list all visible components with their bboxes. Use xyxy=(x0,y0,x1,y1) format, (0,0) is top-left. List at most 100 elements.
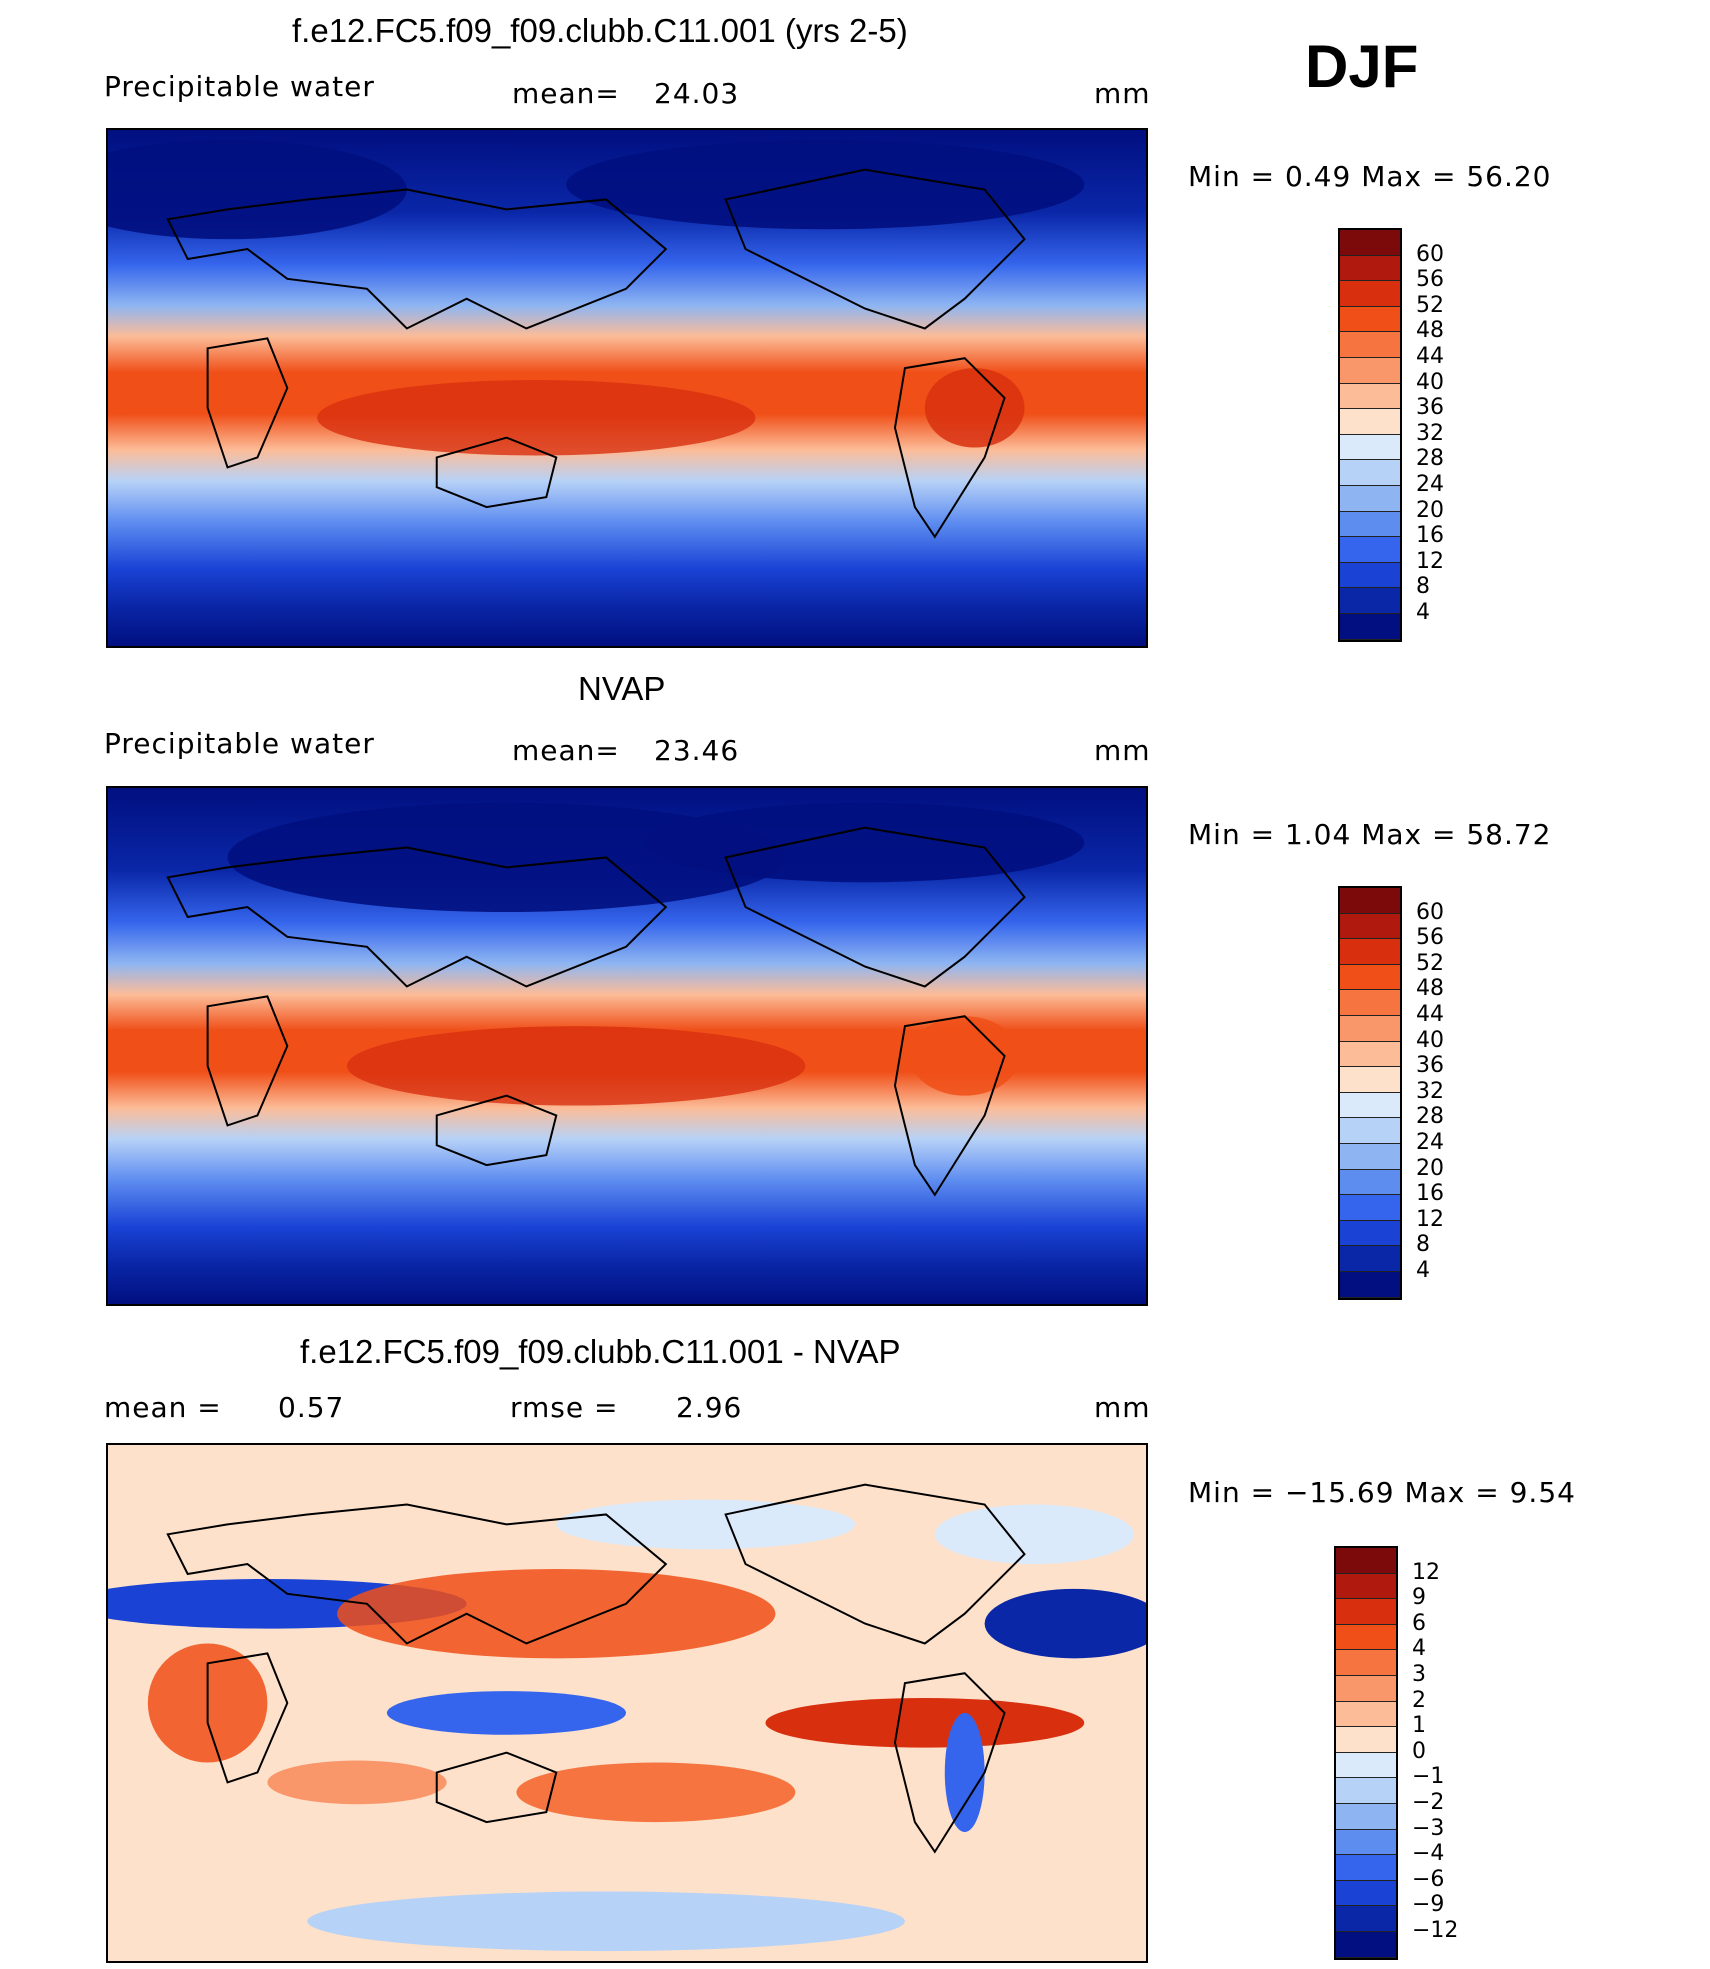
colorbar-tick-label: 12 xyxy=(1412,1559,1440,1585)
colorbar-swatch xyxy=(1340,1246,1400,1272)
colorbar-tick-label: 60 xyxy=(1416,241,1444,267)
colorbar-swatch xyxy=(1340,1015,1400,1042)
colorbar-swatch xyxy=(1340,409,1400,435)
colorbar-swatch xyxy=(1336,1803,1396,1830)
panel-1-map-svg xyxy=(108,130,1146,646)
colorbar-swatch xyxy=(1340,1220,1400,1247)
colorbar-swatch xyxy=(1340,964,1400,991)
panel-1-variable-label: Precipitable water xyxy=(104,70,375,103)
colorbar-tick-label: −12 xyxy=(1412,1918,1459,1943)
panel-2-title: NVAP xyxy=(578,670,666,707)
panel-3-map-svg xyxy=(108,1445,1146,1961)
colorbar-swatch xyxy=(1340,1195,1400,1221)
panel-3-colorbar xyxy=(1334,1546,1398,1960)
panel-2-mean-value: 23.46 xyxy=(654,734,740,767)
panel-3-title: f.e12.FC5.f09_f09.clubb.C11.001 - NVAP xyxy=(300,1333,901,1370)
colorbar-tick-label: 28 xyxy=(1416,446,1444,472)
colorbar-swatch xyxy=(1336,1701,1396,1728)
colorbar-swatch xyxy=(1340,1067,1400,1093)
colorbar-swatch xyxy=(1336,1624,1396,1651)
colorbar-tick-label: 24 xyxy=(1416,472,1444,497)
season-label: DJF xyxy=(1305,33,1419,100)
colorbar-tick-label: 4 xyxy=(1412,1636,1426,1662)
colorbar-tick-label: −4 xyxy=(1412,1841,1445,1867)
colorbar-swatch xyxy=(1340,511,1400,538)
colorbar-swatch xyxy=(1336,1573,1396,1600)
colorbar-tick-label: 4 xyxy=(1416,600,1430,625)
colorbar-tick-label: 44 xyxy=(1416,344,1444,369)
colorbar-swatch xyxy=(1336,1906,1396,1932)
colorbar-swatch xyxy=(1340,460,1400,486)
colorbar-swatch xyxy=(1336,1675,1396,1702)
colorbar-swatch xyxy=(1340,588,1400,614)
colorbar-tick-label: 1 xyxy=(1412,1713,1426,1739)
panel-3-units: mm xyxy=(1094,1391,1151,1424)
colorbar-tick-label: −3 xyxy=(1412,1815,1445,1841)
colorbar-swatch xyxy=(1340,1143,1400,1170)
panel-1-colorbar xyxy=(1338,228,1402,642)
panel-2-map xyxy=(106,786,1148,1306)
colorbar-tick-label: 48 xyxy=(1416,318,1444,344)
colorbar-tick-label: −6 xyxy=(1412,1866,1445,1892)
colorbar-swatch xyxy=(1340,306,1400,333)
colorbar-swatch xyxy=(1340,1169,1400,1196)
colorbar-tick-label: 12 xyxy=(1416,548,1444,574)
colorbar-swatch xyxy=(1340,913,1400,940)
colorbar-tick-label: 3 xyxy=(1412,1662,1426,1687)
colorbar-swatch xyxy=(1340,281,1400,307)
colorbar-swatch xyxy=(1340,990,1400,1016)
colorbar-tick-label: −2 xyxy=(1412,1790,1445,1815)
colorbar-tick-label: 32 xyxy=(1416,420,1444,446)
panel-3-rmse-value: 2.96 xyxy=(676,1391,743,1424)
colorbar-tick-label: 32 xyxy=(1416,1078,1444,1104)
colorbar-tick-label: 9 xyxy=(1412,1585,1426,1611)
colorbar-tick-label: 40 xyxy=(1416,369,1444,395)
colorbar-tick-label: 52 xyxy=(1416,292,1444,318)
colorbar-swatch xyxy=(1340,383,1400,410)
panel-1-minmax: Min = 0.49 Max = 56.20 xyxy=(1188,160,1552,193)
colorbar-tick-label: 8 xyxy=(1416,574,1430,600)
colorbar-swatch xyxy=(1340,537,1400,563)
colorbar-tick-label: 48 xyxy=(1416,976,1444,1002)
colorbar-swatch xyxy=(1340,1041,1400,1068)
colorbar-tick-label: 0 xyxy=(1412,1738,1426,1764)
colorbar-swatch xyxy=(1336,1855,1396,1881)
panel-3-map xyxy=(106,1443,1148,1963)
colorbar-swatch xyxy=(1340,939,1400,965)
panel-1-mean-value: 24.03 xyxy=(654,77,740,110)
colorbar-tick-label: 28 xyxy=(1416,1104,1444,1130)
colorbar-swatch xyxy=(1336,1880,1396,1907)
colorbar-tick-label: −1 xyxy=(1412,1764,1445,1790)
colorbar-tick-label: 60 xyxy=(1416,899,1444,925)
colorbar-swatch xyxy=(1340,1092,1400,1119)
colorbar-swatch xyxy=(1340,1271,1400,1298)
colorbar-tick-label: 6 xyxy=(1412,1610,1426,1636)
panel-3-minmax: Min = −15.69 Max = 9.54 xyxy=(1188,1476,1576,1509)
colorbar-swatch xyxy=(1336,1599,1396,1625)
panel-2-minmax: Min = 1.04 Max = 58.72 xyxy=(1188,818,1552,851)
colorbar-swatch xyxy=(1340,1118,1400,1144)
panel-2-map-svg xyxy=(108,788,1146,1304)
panel-1-mean-label: mean= xyxy=(512,77,620,110)
colorbar-tick-label: 24 xyxy=(1416,1130,1444,1155)
colorbar-tick-label: 56 xyxy=(1416,925,1444,951)
colorbar-tick-label: 8 xyxy=(1416,1232,1430,1258)
panel-2-mean-label: mean= xyxy=(512,734,620,767)
colorbar-swatch xyxy=(1336,1548,1396,1574)
colorbar-swatch xyxy=(1336,1752,1396,1779)
colorbar-tick-label: 2 xyxy=(1412,1687,1426,1713)
panel-1-units: mm xyxy=(1094,77,1151,110)
colorbar-swatch xyxy=(1336,1829,1396,1856)
colorbar-swatch xyxy=(1336,1727,1396,1753)
colorbar-swatch xyxy=(1340,613,1400,640)
colorbar-tick-label: 4 xyxy=(1416,1258,1430,1283)
colorbar-swatch xyxy=(1336,1650,1396,1676)
colorbar-tick-label: 36 xyxy=(1416,1053,1444,1079)
colorbar-swatch xyxy=(1340,255,1400,282)
panel-1-title: f.e12.FC5.f09_f09.clubb.C11.001 (yrs 2-5… xyxy=(292,12,908,49)
colorbar-swatch xyxy=(1340,485,1400,512)
colorbar-swatch xyxy=(1340,230,1400,256)
colorbar-swatch xyxy=(1340,357,1400,384)
panel-2-units: mm xyxy=(1094,734,1151,767)
colorbar-swatch xyxy=(1336,1778,1396,1804)
